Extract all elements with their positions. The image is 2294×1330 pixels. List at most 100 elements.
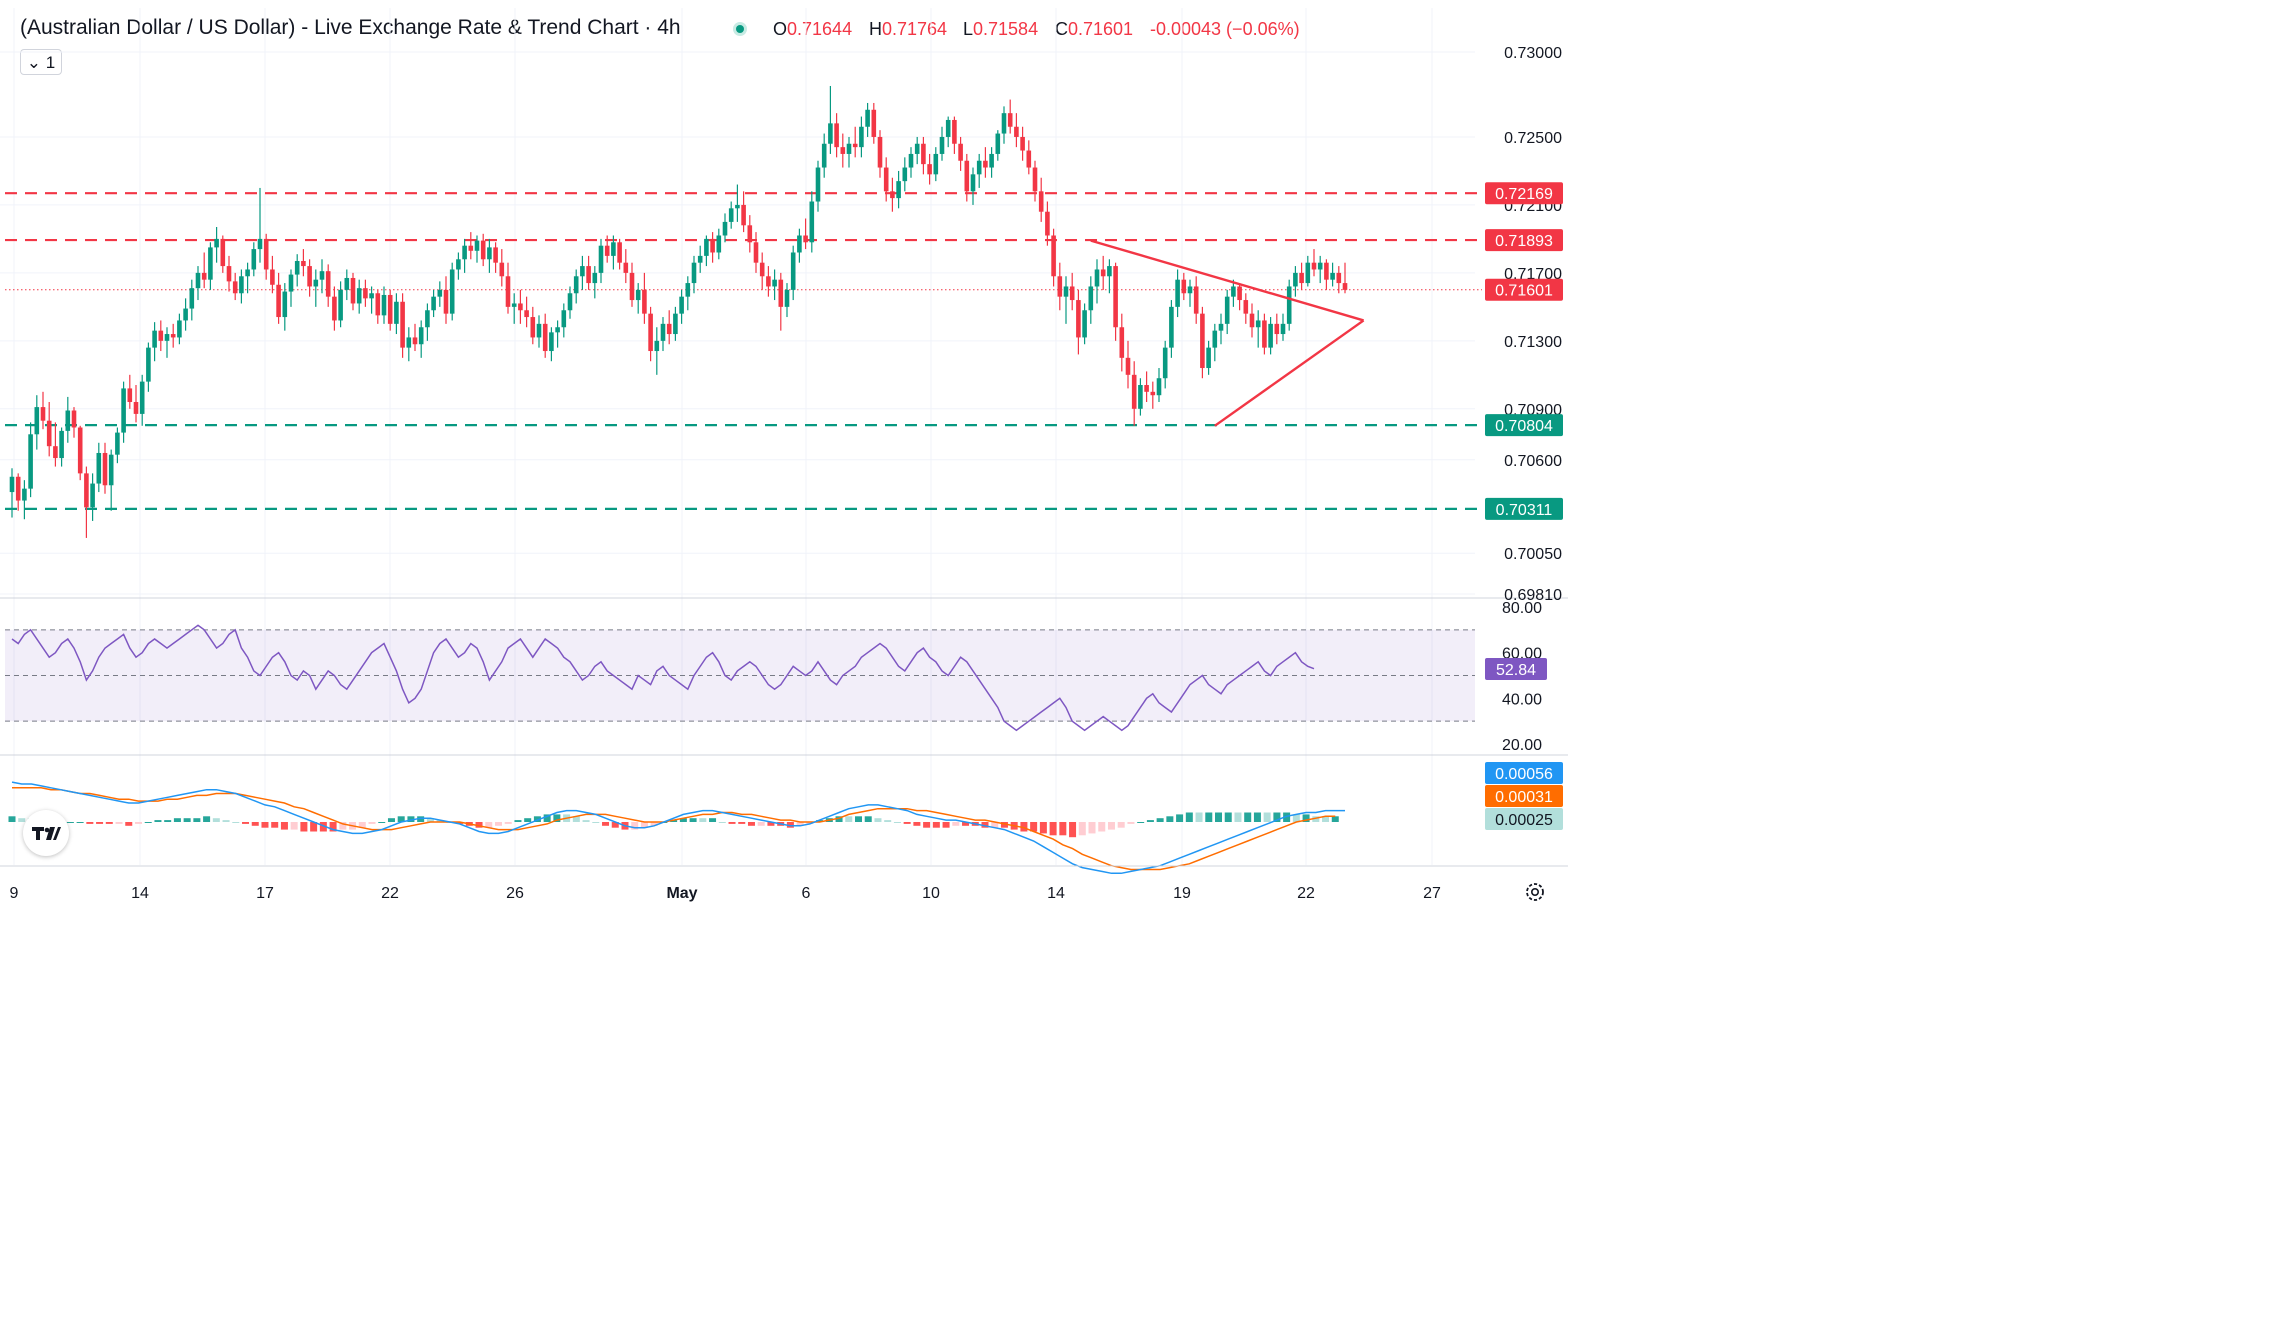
candle-body: [394, 301, 399, 324]
candle-body: [468, 245, 474, 251]
candle: [22, 480, 27, 520]
candle-body: [890, 191, 895, 199]
macd-histogram-bar: [329, 822, 337, 832]
candle-body: [425, 310, 430, 328]
macd-histogram-bar: [242, 822, 250, 824]
candle: [127, 374, 133, 409]
candle-body: [474, 240, 480, 251]
macd-histogram-bar: [1302, 814, 1310, 822]
market-status-icon: [733, 22, 747, 36]
macd-histogram-bar: [154, 820, 162, 822]
candle: [1045, 201, 1050, 246]
candle-body: [487, 247, 492, 260]
candle: [505, 262, 511, 314]
macd-value-badge: [1485, 785, 1563, 807]
candle: [617, 238, 622, 270]
candle: [1088, 276, 1094, 324]
candle-body: [1255, 320, 1261, 328]
candle-body: [518, 303, 523, 311]
candle-body: [1045, 211, 1050, 236]
candle: [344, 269, 350, 301]
candle-body: [728, 208, 734, 222]
candle-body: [1212, 330, 1218, 348]
candle: [865, 102, 870, 137]
candle-body: [499, 262, 505, 277]
candle: [797, 228, 802, 263]
candle: [1094, 259, 1100, 304]
candle: [158, 320, 164, 352]
candle: [846, 136, 852, 168]
macd-histogram-bar: [212, 818, 220, 822]
macd-histogram-bar: [1039, 822, 1047, 834]
candle: [921, 136, 926, 175]
candle: [356, 279, 362, 314]
macd-histogram-bar: [1215, 812, 1223, 822]
candle: [1082, 303, 1087, 345]
candle-body: [431, 296, 436, 311]
candle-body: [722, 221, 728, 236]
candle-body: [1317, 262, 1323, 270]
candle-body: [1001, 113, 1007, 134]
candle-body: [232, 281, 238, 294]
chart-canvas[interactable]: 9 14 17 22 26 May 6 10 14 19 22 27 0.73000 0.72500 0.7…: [0, 0, 1568, 909]
candle-body: [28, 434, 33, 489]
candle: [1200, 306, 1205, 379]
macd-histogram-bar: [193, 818, 201, 822]
candle-body: [108, 454, 114, 486]
candle-body: [338, 289, 343, 321]
candle: [208, 242, 213, 290]
candle-body: [945, 119, 951, 137]
macd-histogram-bar: [183, 818, 191, 822]
candle: [803, 218, 808, 250]
macd-histogram-bar: [1195, 812, 1203, 822]
candle: [276, 272, 281, 324]
candle: [809, 191, 815, 253]
candle-body: [226, 266, 232, 282]
candle-body: [40, 407, 46, 421]
candle-body: [288, 274, 294, 292]
axes: 9 14 17 22 26 May 6 10 14 19 22 27 0.73000 0.72500 0.7…: [0, 45, 1568, 902]
collapse-indicators-button[interactable]: ⌄ 1: [20, 49, 62, 75]
level-badge-label: 0.72169: [1495, 186, 1553, 203]
candle-body: [381, 294, 387, 316]
candle: [307, 259, 312, 297]
macd-histogram-bar: [1312, 816, 1320, 822]
candle-body: [660, 323, 666, 341]
level-badge-label: 0.71893: [1495, 233, 1553, 250]
candle-body: [1324, 262, 1329, 280]
macd-histogram-bar: [134, 822, 142, 824]
candle-body: [443, 289, 449, 314]
candle: [1156, 368, 1162, 403]
tradingview-logo-icon[interactable]: [23, 810, 69, 856]
candle-body: [1330, 272, 1335, 280]
macd-histogram-bar: [436, 820, 444, 822]
candle: [623, 249, 629, 284]
candle-body: [456, 259, 461, 270]
macd-histogram-bar: [738, 822, 746, 824]
candle-body: [77, 427, 83, 474]
macd-histogram-bar: [368, 822, 376, 824]
macd-pane: [8, 781, 1345, 875]
candle-body: [245, 269, 250, 277]
candle-body: [164, 334, 170, 341]
candle: [970, 167, 976, 205]
candle-body: [976, 160, 982, 175]
x-tick-label: 14: [1047, 885, 1065, 902]
candle: [1001, 106, 1007, 144]
candle-body: [1305, 262, 1311, 284]
candle: [561, 303, 567, 338]
x-tick-label: 14: [131, 885, 149, 902]
candle-body: [65, 410, 71, 431]
candle-body: [1026, 150, 1032, 168]
rsi-value-badge: [1485, 658, 1547, 681]
candle: [958, 136, 963, 171]
candle: [363, 279, 368, 307]
candle: [945, 116, 951, 148]
macd-histogram-bar: [280, 822, 288, 830]
candle: [195, 266, 201, 301]
gear-icon[interactable]: [1523, 880, 1547, 904]
candle-body: [691, 262, 697, 284]
candle: [536, 315, 542, 348]
candle-body: [1299, 272, 1304, 284]
macd-histogram-bar: [271, 822, 279, 828]
